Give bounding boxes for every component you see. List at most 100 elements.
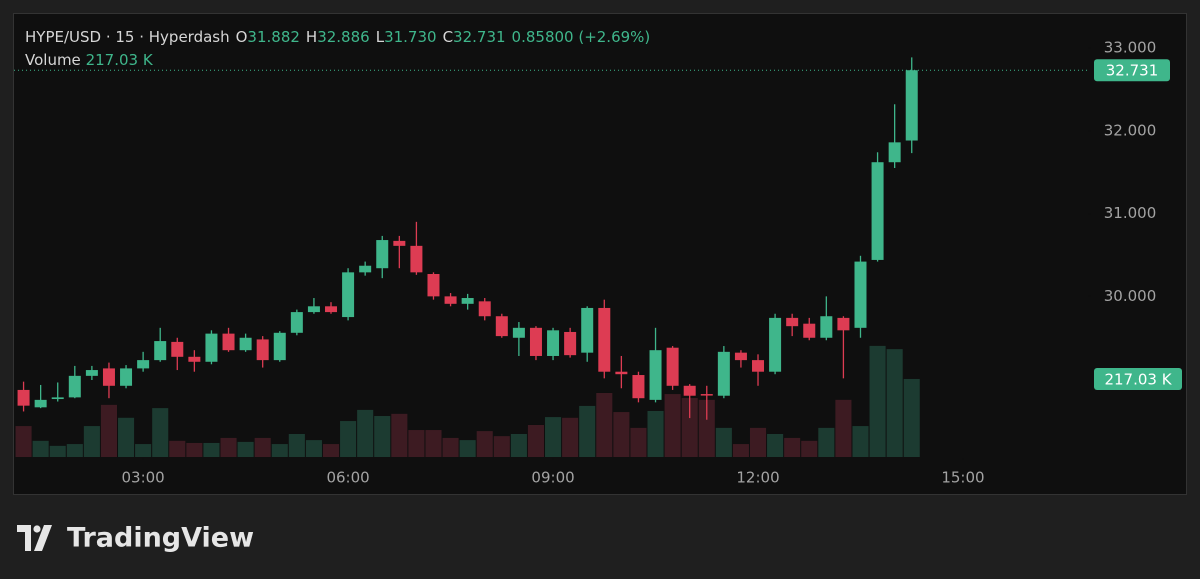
candle-body: [871, 162, 884, 260]
x-tick-label: 06:00: [326, 469, 369, 487]
candle-body: [393, 240, 406, 246]
volume-bar: [288, 433, 305, 457]
candle-body: [427, 274, 440, 297]
volume-bar: [647, 410, 664, 457]
volume-bar: [784, 437, 801, 457]
volume-bar: [220, 437, 237, 457]
candle-body: [905, 70, 918, 141]
candle-body: [461, 298, 474, 304]
volume-bar: [749, 427, 767, 457]
candle-body: [615, 371, 628, 375]
volume-bar: [186, 442, 203, 457]
y-tick-label: 32.000: [1104, 121, 1157, 139]
volume-bar: [869, 345, 886, 457]
volume-bar: [818, 427, 835, 457]
volume-bar: [596, 392, 613, 457]
ohlc-value: 31.730: [384, 28, 437, 46]
volume-bar: [493, 436, 510, 457]
candle-body: [171, 341, 184, 357]
volume-bar: [527, 424, 545, 457]
candle-body: [803, 323, 816, 338]
x-tick-label: 03:00: [122, 469, 165, 487]
candle-body: [598, 307, 611, 372]
candle-body: [529, 327, 542, 356]
candle-body: [256, 339, 269, 361]
volume-bar: [903, 378, 920, 457]
y-tick-label: 30.000: [1104, 287, 1157, 305]
candle-body: [820, 316, 833, 338]
volume-bar: [801, 440, 818, 457]
volume-bar: [476, 431, 493, 457]
volume-bar: [391, 413, 408, 457]
candle-body: [632, 375, 645, 399]
candle-body: [786, 317, 799, 327]
candle-body: [205, 333, 218, 362]
volume-bar: [118, 417, 135, 457]
volume-bar: [152, 408, 169, 457]
ohlc-value: 32.886: [317, 28, 370, 46]
volume-bar: [340, 421, 357, 457]
candle-body: [342, 272, 355, 318]
candle-body: [717, 351, 730, 396]
volume-bar: [32, 440, 49, 457]
x-tick-label: 09:00: [531, 469, 574, 487]
volume-bar: [15, 426, 32, 457]
candle-body: [290, 312, 303, 333]
candle-body: [888, 142, 901, 163]
x-tick-label: 15:00: [941, 469, 984, 487]
candle-body: [769, 317, 782, 372]
volume-bar: [237, 441, 254, 457]
volume-bar: [305, 440, 322, 457]
volume-bar: [630, 427, 647, 457]
candle-body: [68, 375, 81, 398]
volume-bar: [510, 433, 527, 457]
volume-bar: [322, 444, 340, 457]
candle-body: [854, 261, 867, 328]
y-tick-label: 33.000: [1104, 38, 1157, 56]
last-price-label: 32.731: [1106, 62, 1159, 80]
volume-bar: [135, 444, 152, 457]
ohlc-prefix: O: [235, 28, 248, 46]
volume-bar: [203, 442, 220, 457]
candle-body: [188, 356, 201, 362]
legend: HYPE/USD · 15 · Hyperdash O31.882 H32.886 L…: [25, 26, 650, 72]
plot: 30.000 31.000 32.000 33.000 03:00 06:00 09:00 1…: [14, 38, 1182, 487]
logo-mark: [34, 525, 52, 551]
volume-bar: [664, 394, 681, 457]
ohlc-prefix: H: [305, 28, 318, 46]
candle-body: [154, 341, 167, 361]
volume-tag: [1094, 367, 1182, 390]
volume-bar: [732, 444, 749, 457]
logo-mark: [33, 525, 41, 533]
x-tick-label: 12:00: [736, 469, 779, 487]
ohlc-value: 31.882: [247, 28, 300, 46]
candle-body: [102, 368, 115, 386]
volume-bar: [66, 444, 83, 457]
candle-body: [444, 296, 457, 304]
volume-bar: [715, 427, 732, 457]
volume-bar: [545, 417, 562, 457]
volume-bar: [613, 412, 630, 457]
volume-bar: [442, 437, 459, 457]
candle-body: [734, 352, 747, 361]
candle-body: [359, 265, 372, 273]
candle-body: [564, 331, 577, 356]
candle-body: [547, 330, 560, 356]
candle-body: [752, 360, 765, 372]
legend-line: HYPE/USD · 15 · Hyperdash O31.882 H32.886 L…: [25, 26, 650, 49]
ohlc-prefix: C: [442, 28, 454, 46]
candle-body: [34, 399, 47, 408]
candle-body: [137, 360, 150, 369]
volume-bar: [83, 426, 100, 457]
candle-body: [222, 333, 235, 351]
volume-bar: [374, 416, 391, 457]
volume-bar: [169, 440, 186, 457]
volume-bar: [698, 399, 715, 457]
candle-body: [85, 370, 98, 376]
candle-body: [683, 385, 696, 396]
volume-bar: [852, 426, 869, 457]
brand: TradingView: [67, 523, 254, 554]
candle-body: [495, 316, 508, 337]
change: 0.85800 (+2.69%): [511, 28, 651, 46]
